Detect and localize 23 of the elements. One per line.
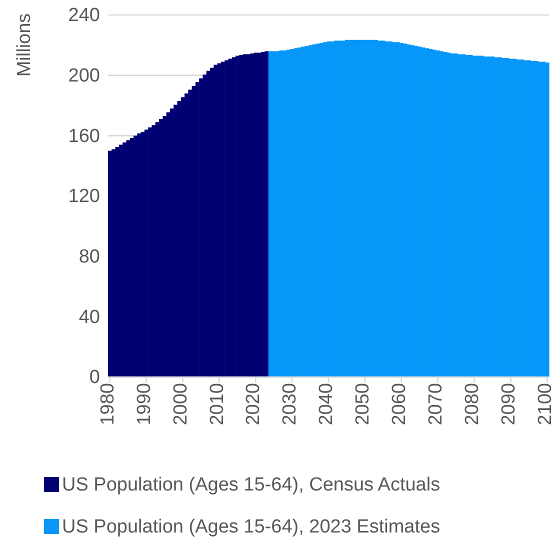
y-tick-label: 160 [68, 126, 100, 147]
x-tick-label: 2040 [316, 383, 338, 426]
y-tick-label: 80 [78, 246, 100, 268]
x-tick-label: 2000 [170, 383, 192, 426]
x-tick-label: 2060 [388, 383, 410, 426]
x-tick-label: 1980 [97, 383, 118, 426]
x-tick-label: 2030 [280, 383, 301, 426]
x-tick-label: 2010 [206, 383, 228, 426]
y-tick-label: 200 [68, 65, 100, 86]
y-tick-label: 0 [89, 367, 100, 388]
x-tick-label: 2090 [498, 383, 520, 426]
x-tick-label: 2020 [243, 383, 264, 426]
x-tick-label: 2080 [462, 383, 483, 426]
y-tick-label: 120 [68, 186, 100, 208]
x-tick-label: 2100 [534, 383, 556, 426]
x-tick-label: 1990 [134, 383, 155, 426]
legend-label: US Population (Ages 15-64), Census Actuals [62, 474, 440, 496]
y-tick-label: 40 [78, 306, 100, 328]
y-tick-label: 240 [68, 5, 100, 26]
y-axis-title: Millions [14, 13, 35, 77]
legend-label: US Population (Ages 15-64), 2023 Estimates [62, 516, 440, 538]
x-tick-label: 2050 [352, 383, 374, 426]
x-tick-label: 2070 [425, 383, 446, 426]
